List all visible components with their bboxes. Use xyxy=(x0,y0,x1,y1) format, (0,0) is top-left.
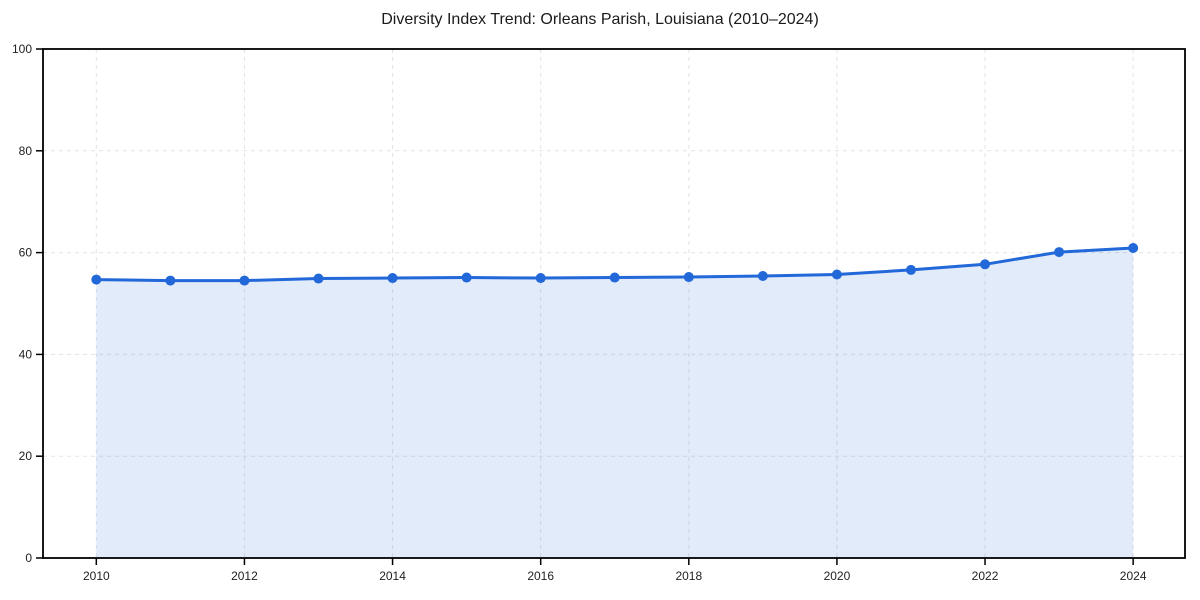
plot-border xyxy=(42,48,1186,559)
data-point-marker xyxy=(1128,243,1139,254)
y-tick-label: 80 xyxy=(19,144,33,158)
data-point-marker xyxy=(91,274,102,285)
data-point-marker xyxy=(980,259,991,270)
data-point-marker xyxy=(239,275,250,286)
y-tick-label: 60 xyxy=(19,246,33,260)
data-point-marker xyxy=(387,273,398,284)
series-area-fill xyxy=(96,248,1134,559)
x-tick-label: 2010 xyxy=(83,569,110,583)
data-point-marker xyxy=(831,269,842,280)
data-point-marker xyxy=(313,273,324,284)
y-tick-label: 100 xyxy=(12,42,32,56)
y-tick-label: 40 xyxy=(19,347,33,361)
chart-title: Diversity Index Trend: Orleans Parish, L… xyxy=(381,11,819,28)
y-tick-label: 0 xyxy=(25,551,32,565)
data-point-marker xyxy=(609,272,620,283)
x-tick-label: 2024 xyxy=(1120,569,1147,583)
data-point-marker xyxy=(757,271,768,282)
x-tick-label: 2014 xyxy=(379,569,406,583)
x-tick-label: 2016 xyxy=(527,569,554,583)
x-tick-label: 2022 xyxy=(972,569,999,583)
data-point-marker xyxy=(905,264,916,275)
data-point-marker xyxy=(683,272,694,283)
x-tick-label: 2020 xyxy=(824,569,851,583)
x-tick-label: 2012 xyxy=(231,569,258,583)
x-tick-label: 2018 xyxy=(675,569,702,583)
data-point-marker xyxy=(535,273,546,284)
data-point-marker xyxy=(461,272,472,283)
data-point-marker xyxy=(165,275,176,286)
y-tick-label: 20 xyxy=(19,449,33,463)
data-point-marker xyxy=(1054,247,1065,258)
